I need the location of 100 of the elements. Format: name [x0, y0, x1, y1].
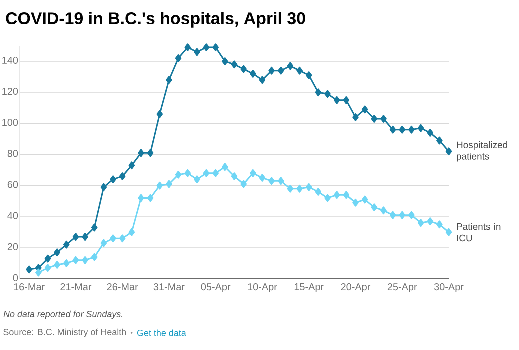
- y-tick-label: 40: [8, 212, 18, 220]
- point: [362, 106, 368, 114]
- point: [36, 268, 42, 277]
- point: [315, 88, 322, 97]
- y-tick-label: 0: [13, 274, 18, 282]
- point: [352, 114, 359, 122]
- point: [72, 233, 80, 241]
- point: [324, 194, 331, 202]
- point: [175, 54, 182, 62]
- point: [175, 170, 182, 179]
- x-tick-label: 26-Mar: [107, 284, 138, 291]
- point: [63, 240, 70, 249]
- point: [212, 169, 219, 178]
- point: [63, 260, 70, 268]
- series-label: Patients in ICU: [457, 223, 501, 242]
- point: [268, 177, 275, 186]
- point: [268, 66, 275, 75]
- point: [82, 233, 88, 241]
- point: [315, 188, 322, 196]
- source-note: Source: B.C. Ministry of Health: [4, 328, 126, 338]
- point: [110, 176, 116, 184]
- point: [166, 180, 172, 188]
- point: [250, 70, 256, 78]
- point: [446, 148, 452, 156]
- point: [231, 60, 238, 69]
- point: [446, 228, 452, 236]
- point: [390, 126, 396, 134]
- point: [334, 191, 340, 200]
- x-tick-label: 20-Apr: [341, 284, 371, 293]
- point: [184, 44, 192, 52]
- point: [194, 176, 200, 184]
- y-tick-label: 60: [8, 181, 18, 188]
- point: [278, 66, 284, 75]
- point: [287, 184, 294, 193]
- point: [278, 177, 284, 186]
- x-tick-label: 21-Mar: [60, 284, 92, 291]
- point: [44, 254, 52, 263]
- text: No data reported for Sundays.: [4, 310, 123, 320]
- point: [156, 110, 164, 118]
- y-tick-label: 100: [2, 119, 18, 126]
- point: [100, 183, 108, 192]
- point: [436, 136, 443, 145]
- point: [231, 172, 238, 180]
- x-tick-label: 10-Apr: [248, 284, 278, 293]
- point: [427, 218, 434, 226]
- x-tick-label: 15-Apr: [294, 284, 324, 292]
- point: [203, 169, 210, 178]
- point: [147, 149, 154, 158]
- point: [44, 264, 52, 272]
- x-tick-label: 05-Apr: [201, 284, 231, 293]
- point: [212, 44, 219, 52]
- y-tick-label: 140: [2, 56, 18, 64]
- point: [110, 234, 116, 243]
- x-tick-label: 25-Apr: [388, 284, 418, 293]
- point: [100, 239, 108, 248]
- point: [128, 162, 136, 170]
- x-tick-label: 31-Mar: [154, 284, 185, 291]
- point: [306, 183, 312, 192]
- point: [296, 66, 303, 75]
- point: [418, 219, 424, 228]
- chart-title: COVID-19 in B.C.'s hospitals, April 30: [6, 12, 306, 28]
- point: [287, 62, 294, 70]
- x-tick-label: 30-Apr: [434, 284, 464, 293]
- point: [352, 198, 359, 207]
- point: [26, 266, 32, 274]
- point: [54, 261, 60, 269]
- text: Get the data: [137, 330, 186, 336]
- y-tick-label: 20: [8, 243, 18, 250]
- point: [296, 184, 303, 193]
- x-tick-label: 16-Mar: [14, 284, 45, 291]
- point: [156, 182, 164, 190]
- point: [82, 256, 88, 264]
- point: [240, 65, 247, 74]
- point: [390, 211, 396, 220]
- point: [222, 58, 228, 66]
- point: [371, 204, 378, 212]
- point: [91, 224, 98, 232]
- point: [119, 234, 126, 243]
- point: [380, 206, 387, 215]
- point: [222, 163, 228, 172]
- point: [427, 129, 434, 137]
- point: [436, 220, 443, 229]
- point: [418, 124, 424, 132]
- point: [259, 76, 266, 84]
- y-tick-label: 120: [2, 88, 18, 96]
- point: [128, 228, 136, 236]
- point: [343, 96, 350, 104]
- point: [194, 48, 200, 56]
- point: [324, 90, 331, 98]
- y-tick-label: 80: [8, 150, 18, 158]
- series-label: Hospitalized patients: [457, 141, 508, 162]
- point: [72, 256, 80, 264]
- point: [408, 126, 415, 134]
- point: [119, 172, 126, 180]
- point: [91, 253, 98, 262]
- point: [147, 194, 154, 202]
- point: [203, 44, 210, 52]
- point: [259, 174, 266, 182]
- point: [54, 248, 60, 257]
- point: [138, 194, 144, 202]
